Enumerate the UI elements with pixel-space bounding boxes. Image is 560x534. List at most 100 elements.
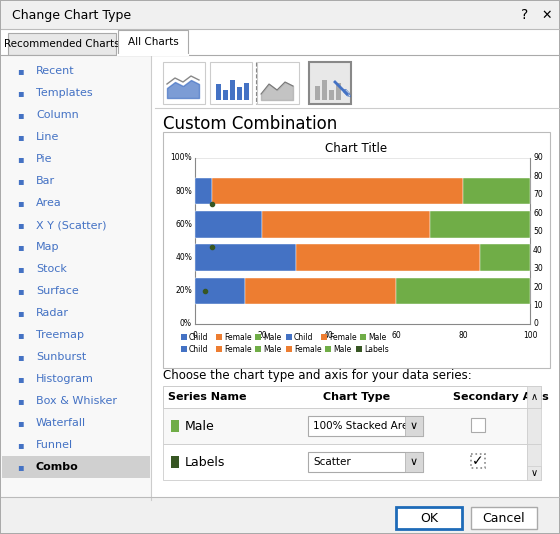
Text: Male: Male [368,333,386,342]
Bar [286,346,292,352]
Bar [118,30,188,55]
Text: 0: 0 [533,319,538,328]
Text: Male: Male [263,344,282,354]
Text: Female: Female [294,344,321,354]
Bar [210,62,252,104]
Bar [223,90,228,100]
Text: Funnel: Funnel [36,440,73,450]
Text: 40: 40 [324,331,334,340]
Text: ▪: ▪ [17,440,24,450]
Text: 50: 50 [533,227,543,236]
Text: Line: Line [36,132,59,142]
Text: ∨: ∨ [530,468,538,478]
Text: 100: 100 [522,331,537,340]
Text: Cancel: Cancel [483,512,525,524]
Bar [430,211,530,238]
Text: Male: Male [185,420,214,433]
Bar [1,497,559,533]
Text: Choose the chart type and axis for your data series:: Choose the chart type and axis for your … [163,370,472,382]
Bar [257,62,299,104]
Bar [181,334,187,340]
Text: 70: 70 [533,191,543,199]
Bar [163,444,527,480]
Text: ▪: ▪ [17,418,24,428]
Bar [163,386,541,408]
Text: 0%: 0% [180,319,192,328]
Text: 40%: 40% [175,253,192,262]
Bar [471,507,537,529]
Text: 0: 0 [193,331,198,340]
Text: Custom Combination: Custom Combination [163,115,337,133]
Bar [195,245,296,271]
Text: ▪: ▪ [17,220,24,230]
Text: Male: Male [333,344,352,354]
Bar [336,83,341,100]
Bar [527,386,541,408]
Bar [527,466,541,480]
Text: ▪: ▪ [17,308,24,318]
Bar [321,334,327,340]
Text: Labels: Labels [364,344,389,354]
Text: Radar: Radar [36,308,69,318]
Bar [216,334,222,340]
Text: Female: Female [224,344,251,354]
Bar [296,245,480,271]
Text: Secondary Axis: Secondary Axis [453,392,549,402]
Text: Scatter: Scatter [313,457,351,467]
Bar [396,507,462,529]
Bar [1,1,559,29]
Text: Pie: Pie [36,154,53,164]
Text: 20: 20 [533,282,543,292]
Bar [230,80,235,100]
Text: Recent: Recent [36,66,74,76]
Text: Labels: Labels [185,456,225,468]
Bar [315,86,320,100]
Bar [163,62,205,104]
Text: ▪: ▪ [17,132,24,142]
Text: Change Chart Type: Change Chart Type [12,9,131,21]
Text: Chart Type: Chart Type [323,392,390,402]
Bar [405,416,423,436]
Text: 100% Stacked Area: 100% Stacked Area [313,421,414,431]
Text: 10: 10 [533,301,543,310]
Bar [245,278,396,304]
Bar [8,33,116,55]
Text: 40: 40 [533,246,543,255]
Text: ▪: ▪ [17,374,24,384]
Bar [308,452,423,472]
Text: ▪: ▪ [17,396,24,406]
Text: Male: Male [263,333,282,342]
Bar [195,178,212,205]
Text: ∧: ∧ [530,392,538,402]
Text: ∨: ∨ [410,457,418,467]
Text: ✕: ✕ [542,9,552,21]
Text: ▪: ▪ [17,462,24,472]
Bar [255,346,261,352]
Bar [356,346,362,352]
Text: ▪: ▪ [17,330,24,340]
Bar [471,418,485,432]
Text: ▪: ▪ [17,176,24,186]
Bar [480,245,530,271]
Text: ▪: ▪ [17,66,24,76]
Text: ?: ? [521,8,529,22]
Bar [329,90,334,100]
Text: ✎: ✎ [342,88,352,100]
Text: ▪: ▪ [17,286,24,296]
Bar [255,334,261,340]
Bar [286,334,292,340]
Text: Bar: Bar [36,176,55,186]
Text: 100%: 100% [170,153,192,162]
Bar [163,132,550,368]
Bar [195,278,245,304]
Text: All Charts: All Charts [128,37,179,47]
Bar [163,408,527,444]
Bar [405,452,423,472]
Bar [216,346,222,352]
Text: Child: Child [294,333,314,342]
Text: Recommended Charts: Recommended Charts [4,39,120,49]
Text: 30: 30 [533,264,543,273]
Text: ∨: ∨ [410,421,418,431]
Text: Sunburst: Sunburst [36,352,86,362]
Text: Box & Whisker: Box & Whisker [36,396,117,406]
